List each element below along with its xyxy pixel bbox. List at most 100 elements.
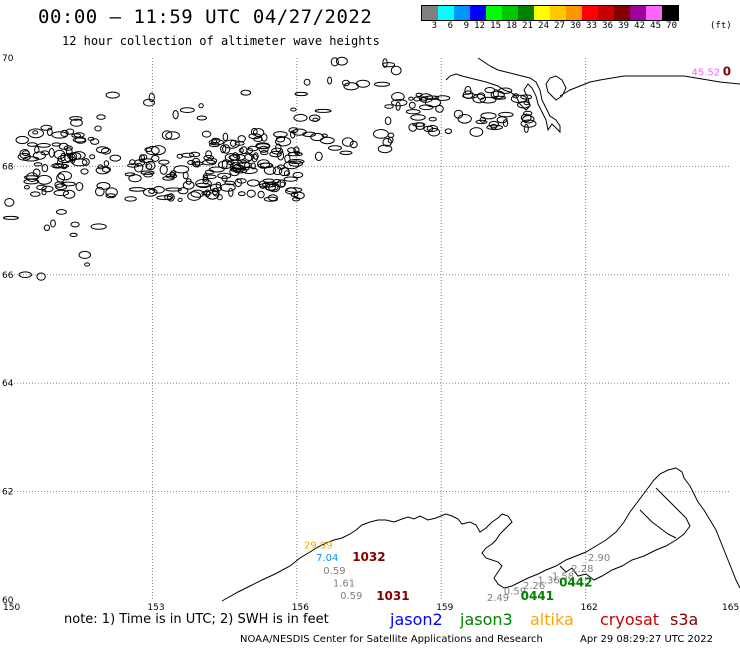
sea-ice-floe [294,91,308,97]
sea-ice-floe [41,164,49,173]
sea-ice-floe [272,179,282,183]
sea-ice-floe [269,150,282,158]
satellite-legend-item: s3a [670,610,699,629]
sea-ice-floe [158,159,170,165]
sea-ice-floe [479,96,497,104]
wave-height-label: 2.90 [588,553,610,564]
sea-ice-floe [181,152,195,158]
sea-ice-floe [36,174,52,185]
sea-ice-floe [145,146,160,156]
sea-ice-floe [169,171,176,177]
sea-ice-floe [241,167,258,174]
pass-number-label: 0442 [559,576,592,590]
wave-height-label: 0.59 [504,587,526,598]
sea-ice-floe [75,182,84,191]
coastline-south [221,467,740,602]
sea-ice-floe [170,170,177,178]
color-scale-labels: 3 6 9 12 15 18 21 24 27 30 33 36 39 42 45 70 [421,21,677,31]
sea-ice-floe [372,129,389,139]
sea-ice-floe [469,127,484,137]
color-scale-swatch [598,6,614,20]
sea-ice-floe [237,135,246,143]
color-scale-swatch [614,6,630,20]
sea-ice-floe [498,111,514,118]
sea-ice-floe [228,188,234,197]
sea-ice-floe [208,166,225,173]
sea-ice-floe [103,160,110,167]
sea-ice-floe [151,154,160,162]
sea-ice-floe [293,146,300,155]
sea-ice-floe [90,223,107,230]
sea-ice-floe [53,163,69,169]
sea-ice-floe [65,128,75,135]
sea-ice-floe [424,97,441,108]
sea-ice-floe [27,142,38,147]
sea-ice-floe [69,232,78,237]
sea-ice-floe [419,96,429,101]
lon-tick-label: 153 [147,603,164,613]
sea-ice-floe [36,143,51,148]
sea-ice-floe [310,132,325,142]
lon-tick-label: 162 [581,603,598,613]
sea-ice-contours [2,56,537,281]
sea-ice-floe [256,143,271,150]
sea-ice-floe [69,116,83,121]
sea-ice-floe [56,173,66,183]
sea-ice-floe [263,165,276,175]
lon-tick-label: 150 [3,603,20,613]
sea-ice-floe [384,116,392,126]
sea-ice-floe [391,92,405,102]
coastline-bay [559,487,691,581]
sea-ice-floe [259,150,269,156]
sea-ice-floe [498,87,513,94]
sea-ice-floe [156,195,173,201]
sea-ice-floe [27,128,45,139]
sea-ice-floe [236,178,247,184]
sea-ice-floe [53,149,66,160]
sea-ice-floe [479,116,486,123]
sea-ice-floe [472,93,487,104]
sea-ice-floe [395,101,401,111]
sea-ice-floe [4,198,15,207]
sea-ice-floe [78,250,92,259]
sea-ice-floe [293,113,308,122]
sea-ice-floe [148,92,155,103]
sea-ice-floe [373,81,391,87]
sea-ice-floe [167,193,175,202]
sea-ice-floe [173,165,190,174]
sea-ice-floe [140,170,155,175]
sea-ice-floe [162,175,175,181]
sea-ice-floe [195,182,210,188]
footer-credit: NOAA/NESDIS Center for Satellite Applica… [240,634,543,645]
sea-ice-floe [145,160,156,171]
color-scale-label: 6 [447,21,453,31]
sea-ice-floe [419,104,434,111]
sea-ice-floe [221,159,228,169]
color-scale-swatch [518,6,534,20]
sea-ice-floe [139,158,154,164]
color-scale-label: 42 [634,21,645,31]
sea-ice-floe [84,262,91,267]
sea-ice-floe [95,166,111,175]
wave-height-label: 0.59 [323,566,345,577]
sea-ice-floe [201,130,212,138]
color-scale-label: 36 [602,21,613,31]
sea-ice-floe [164,194,174,201]
sea-ice-floe [215,181,222,189]
sea-ice-floe [23,175,40,180]
sea-ice-floe [57,171,73,181]
sea-ice-floe [240,89,252,96]
sea-ice-floe [72,137,86,143]
sea-ice-floe [292,171,304,179]
sea-ice-floe [490,123,497,130]
sea-ice-floe [57,154,73,164]
sea-ice-floe [18,271,32,279]
sea-ice-floe [288,127,299,134]
sea-ice-floe [95,186,105,197]
sea-ice-floe [80,168,89,175]
sea-ice-floe [102,166,111,173]
sea-ice-floe [258,145,269,153]
sea-ice-floe [128,187,146,192]
color-scale-label: 21 [522,21,533,31]
